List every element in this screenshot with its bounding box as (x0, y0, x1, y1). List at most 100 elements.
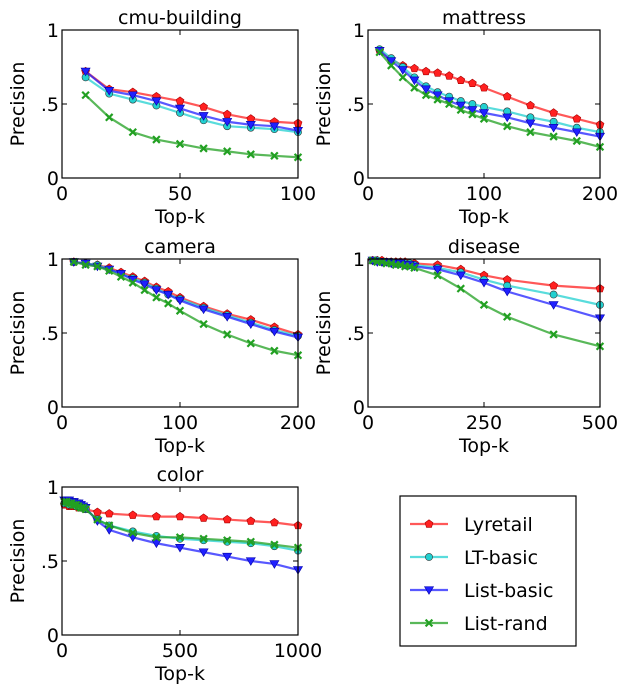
data-point (152, 512, 161, 521)
series-Lyretail (375, 46, 605, 129)
data-point (526, 100, 535, 110)
series-List-rand (81, 90, 303, 162)
data-point (478, 279, 490, 288)
data-point (116, 272, 126, 281)
x-tick-label: 50 (168, 183, 192, 205)
y-axis-label: Precision (7, 62, 29, 147)
data-point (410, 83, 419, 92)
data-point (128, 278, 137, 287)
panel-camera: camera 0 100 200 0 .5 1 Top-k Precision (7, 236, 316, 457)
data-point (409, 76, 420, 86)
data-point (420, 85, 432, 95)
data-point (503, 312, 512, 321)
data-point (572, 114, 582, 123)
legend-entry: List-rand (410, 613, 548, 635)
legend-marker (424, 618, 434, 628)
y-tick-label: 1 (47, 20, 59, 42)
data-point (432, 91, 443, 100)
legend: Lyretail LT-basic List-basic List-rand (399, 495, 577, 647)
data-point (549, 330, 558, 339)
y-tick-label: 0 (47, 625, 59, 647)
data-point (502, 113, 513, 123)
legend-marker (424, 519, 434, 528)
series-List-basic (80, 67, 304, 136)
data-point (479, 300, 489, 310)
data-point (503, 122, 512, 131)
data-point (199, 534, 208, 543)
y-tick-label: .5 (41, 94, 59, 116)
data-point (81, 505, 90, 514)
x-tick-label: 1000 (274, 640, 322, 662)
data-point (433, 95, 442, 104)
y-tick-label: 1 (47, 249, 59, 271)
legend-label: LT-basic (464, 547, 538, 569)
x-tick-label: 500 (582, 412, 618, 434)
series-List-rand (60, 497, 303, 552)
panel-mattress: mattress 0 100 200 0 .5 1 Top-k Precision (313, 7, 618, 228)
y-tick-label: 1 (353, 20, 365, 42)
data-point (81, 260, 90, 270)
data-point (164, 299, 173, 308)
data-point (128, 127, 137, 137)
x-tick-label: 500 (162, 640, 198, 662)
x-tick-label: 100 (162, 412, 198, 434)
x-tick-label: 200 (582, 183, 618, 205)
data-point (222, 552, 233, 562)
panel-cmu-building: cmu-building 0 50 100 0 .5 1 Top-k Precision (7, 7, 316, 228)
series-line (84, 70, 299, 132)
data-point (199, 513, 208, 522)
data-point (410, 263, 419, 273)
legend-entry: Lyretail (410, 514, 533, 536)
data-point (421, 90, 431, 100)
y-tick-label: 0 (47, 397, 59, 419)
data-point (104, 509, 114, 518)
legend-label: Lyretail (464, 514, 533, 536)
data-point (175, 512, 185, 521)
y-axis-label: Precision (7, 519, 29, 604)
data-point (104, 87, 115, 96)
data-point (139, 280, 150, 290)
data-point (128, 510, 138, 519)
x-axis-label: Top-k (458, 206, 509, 228)
y-tick-label: .5 (41, 323, 59, 345)
data-point (105, 266, 114, 276)
data-point (549, 290, 558, 299)
data-point (270, 517, 279, 527)
series-List-basic (374, 47, 606, 142)
legend-entry: List-basic (410, 580, 553, 602)
y-axis-label: Precision (313, 291, 335, 376)
data-point (175, 306, 185, 315)
data-point (93, 515, 102, 524)
legend-marker (425, 553, 433, 561)
data-point (375, 48, 384, 57)
series-line (372, 259, 601, 348)
x-tick-label: 0 (362, 412, 374, 434)
data-point (526, 127, 535, 137)
data-point (223, 536, 232, 545)
data-point (222, 109, 232, 119)
data-point (456, 105, 465, 115)
data-point (433, 68, 442, 77)
data-point (69, 257, 78, 267)
panel-disease: disease 0 250 500 0 .5 1 Top-k Precision (313, 236, 618, 457)
y-tick-label: 1 (353, 249, 365, 271)
data-point (140, 285, 149, 295)
data-point (525, 119, 536, 129)
data-point (572, 136, 581, 146)
data-point (456, 284, 465, 293)
data-point (163, 290, 174, 300)
data-point (246, 516, 256, 525)
legend-label: List-basic (464, 580, 553, 602)
data-point (479, 114, 489, 123)
data-point (128, 528, 137, 538)
data-point (222, 514, 232, 524)
data-point (152, 135, 161, 144)
data-point (269, 122, 280, 132)
x-tick-label: 200 (280, 412, 316, 434)
x-tick-label: 0 (362, 183, 374, 205)
data-point (455, 101, 466, 111)
data-point (269, 327, 280, 337)
data-point (151, 539, 162, 549)
data-point (199, 144, 208, 153)
